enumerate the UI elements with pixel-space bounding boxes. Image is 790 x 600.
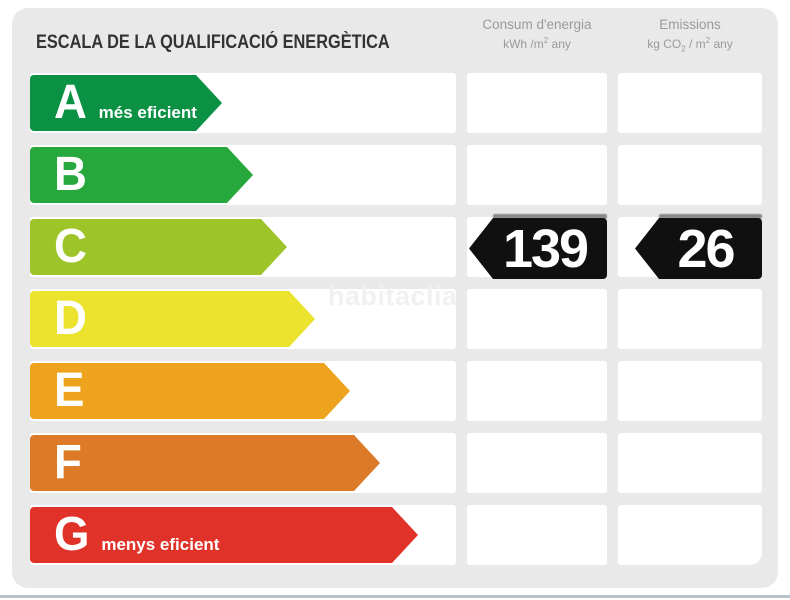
consumption-value-badge: 139 [469,218,607,279]
emissions-column-title: Emissions [659,17,721,32]
scale-row-e: E [30,361,762,421]
consumption-badge-shadow [493,214,607,219]
grade-letter: G [54,508,90,561]
emissions-cell [618,505,762,565]
scale-row-f: F [30,433,762,493]
emissions-cell [618,361,762,421]
scale-row-b: B [30,145,762,205]
page-title: ESCALA DE LA QUALIFICACIÓ ENERGÈTICA [36,32,390,53]
grade-efficiency-label: més eficient [98,103,197,122]
consumption-cell [467,289,607,349]
grade-arrow: A més eficient [30,75,222,131]
emissions-value-badge: 26 [635,218,762,279]
emissions-column-unit: kg CO2 / m2 any [647,36,733,54]
consumption-column-unit: kWh /m2 any [503,36,571,52]
grade-arrow: B [30,147,253,203]
grade-arrow: F [30,435,380,491]
emissions-badge-shadow [659,214,762,219]
column-header-emissions: Emissions kg CO2 / m2 any [618,17,762,54]
consumption-cell [467,145,607,205]
column-header-consumption: Consum d'energia kWh /m2 any [467,17,607,51]
grade-letter: B [54,148,87,201]
grade-arrow: C [30,219,287,275]
grade-arrow: E [30,363,350,419]
grade-arrow: G menys eficient [30,507,418,563]
grade-letter: F [54,436,82,489]
grade-letter: D [54,292,87,345]
bottom-divider-line [0,595,790,598]
grade-arrow: D [30,291,315,347]
emissions-cell [618,289,762,349]
grade-letter: E [54,364,85,417]
emissions-cell [618,145,762,205]
consumption-cell [467,73,607,133]
scale-row-a: A més eficient [30,73,762,133]
grade-efficiency-label: menys eficient [101,535,220,554]
emissions-cell [618,433,762,493]
consumption-cell [467,361,607,421]
scale-row-d: D [30,289,762,349]
grade-letter: C [54,220,87,273]
habitaclia-watermark: habitaclia [328,281,458,311]
grade-letter: A [54,76,87,129]
scale-row-g: G menys eficient [30,505,762,565]
consumption-column-title: Consum d'energia [482,17,592,32]
consumption-cell [467,505,607,565]
emissions-cell [618,73,762,133]
consumption-cell [467,433,607,493]
